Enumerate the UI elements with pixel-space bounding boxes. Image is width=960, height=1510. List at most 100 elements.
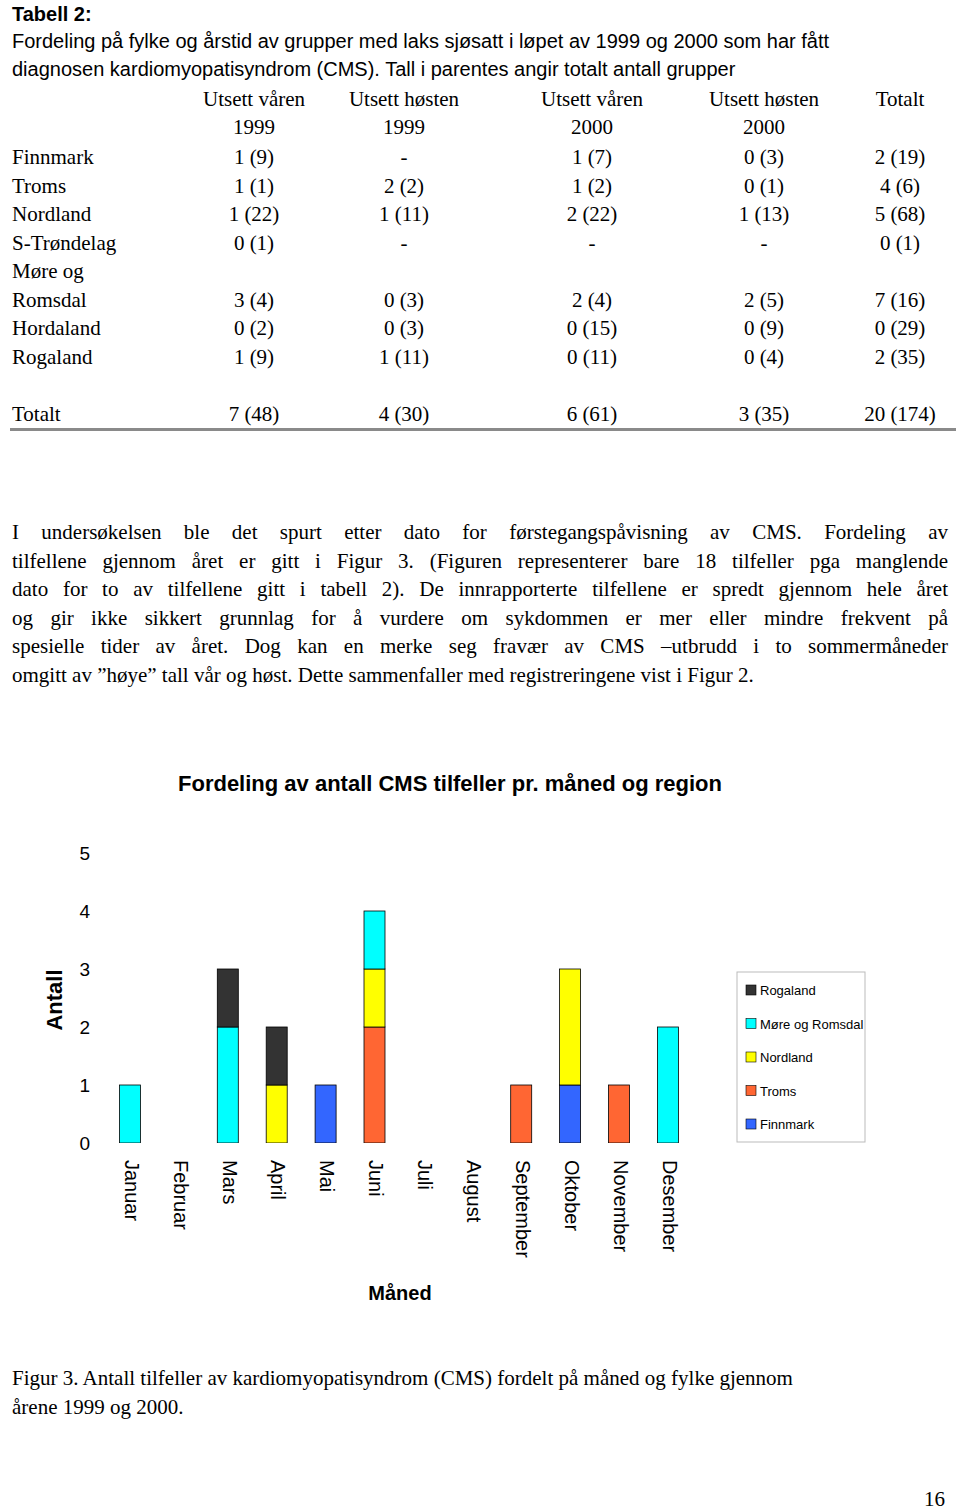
- table-cell: 2 (5): [744, 288, 784, 312]
- table-caption-line: Fordeling på fylke og årstid av grupper …: [12, 29, 829, 53]
- legend-label: Rogaland: [760, 983, 816, 998]
- table-cell: 2 (2): [384, 174, 424, 198]
- table-cell: 0 (15): [567, 316, 618, 340]
- row-label: Møre og: [12, 259, 84, 283]
- table-rule: [10, 428, 956, 431]
- legend-swatch: [746, 985, 756, 995]
- table-cell: 0 (11): [567, 345, 617, 369]
- bar-segment: [315, 1085, 336, 1086]
- bar-segment: [462, 1143, 483, 1144]
- figure-caption-line: årene 1999 og 2000.: [12, 1395, 183, 1419]
- bar-segment: [609, 1085, 630, 1086]
- row-label: Nordland: [12, 202, 91, 226]
- row-label: Totalt: [12, 402, 61, 426]
- bar-segment: [462, 1143, 483, 1144]
- legend-swatch: [746, 1019, 756, 1029]
- y-tick-label: 1: [79, 1075, 90, 1096]
- legend-label: Troms: [760, 1084, 797, 1099]
- table-cell: -: [401, 231, 408, 255]
- table-header: Totalt: [876, 87, 925, 111]
- bar-segment: [315, 1085, 336, 1086]
- table-header: Utsett våren: [541, 87, 643, 111]
- legend-swatch: [746, 1119, 756, 1129]
- x-tick-label: Februar: [170, 1160, 192, 1230]
- table-cell: 2 (22): [567, 202, 618, 226]
- bar-segment: [413, 1143, 434, 1144]
- legend-label: Finnmark: [760, 1117, 815, 1132]
- bar-segment: [511, 1085, 532, 1143]
- bar-segment: [657, 1027, 678, 1028]
- table-cell: 0 (3): [384, 316, 424, 340]
- table-cell: 1 (22): [229, 202, 280, 226]
- y-tick: [102, 969, 105, 970]
- table-header: Utsett høsten: [709, 87, 819, 111]
- table-header: 2000: [743, 115, 785, 139]
- table-header: 1999: [233, 115, 275, 139]
- bar-segment: [168, 1143, 189, 1144]
- bar-segment: [364, 911, 385, 912]
- table-cell: 1 (7): [572, 145, 612, 169]
- y-tick-label: 0: [79, 1133, 90, 1154]
- x-tick-label: November: [610, 1160, 632, 1253]
- row-label: S-Trøndelag: [12, 231, 116, 255]
- page-number: 16: [924, 1487, 945, 1510]
- bar-segment: [217, 1027, 238, 1143]
- paragraph-line: og gir ikke sikkert grunnlag for å vurde…: [12, 604, 948, 632]
- x-axis-label: Måned: [368, 1282, 431, 1304]
- bar-segment: [315, 1085, 336, 1086]
- bar-segment: [413, 1143, 434, 1144]
- bar-segment: [511, 1085, 532, 1086]
- row-label: Romsdal: [12, 288, 87, 312]
- y-tick: [102, 1027, 105, 1028]
- row-label: Finnmark: [12, 145, 94, 169]
- bar-segment: [462, 1143, 483, 1144]
- table-cell: 2 (35): [875, 345, 926, 369]
- table-cell: 1 (9): [234, 345, 274, 369]
- table-cell: 1 (11): [379, 202, 429, 226]
- table-cell: -: [589, 231, 596, 255]
- table-cell: 0 (3): [384, 288, 424, 312]
- y-tick-label: 4: [79, 901, 90, 922]
- table-cell: 3 (4): [234, 288, 274, 312]
- table-cell: 1 (11): [379, 345, 429, 369]
- bar-segment: [413, 1143, 434, 1144]
- bar-segment: [609, 1085, 630, 1086]
- bar-segment: [266, 1085, 287, 1143]
- table-cell: 0 (1): [880, 231, 920, 255]
- chart: Fordeling av antall CMS tilfeller pr. må…: [0, 0, 960, 1510]
- table-cell: -: [761, 231, 768, 255]
- x-tick-label: Juli: [414, 1160, 436, 1190]
- paragraph-line: I undersøkelsen ble det spurt etter dato…: [12, 518, 948, 546]
- paragraph-line: omgitt av ”høye” tall vår og høst. Dette…: [12, 661, 948, 689]
- table-header: 1999: [383, 115, 425, 139]
- table-cell: 1 (9): [234, 145, 274, 169]
- legend-swatch: [746, 1052, 756, 1062]
- table-cell: 0 (4): [744, 345, 784, 369]
- bar-segment: [168, 1143, 189, 1144]
- x-tick-label: August: [463, 1160, 485, 1223]
- table-header: 2000: [571, 115, 613, 139]
- table-cell: 2 (19): [875, 145, 926, 169]
- bar-segment: [168, 1143, 189, 1144]
- y-tick: [102, 853, 105, 854]
- bar-segment: [657, 1027, 678, 1143]
- bar-segment: [413, 1143, 434, 1144]
- y-tick: [102, 1143, 105, 1144]
- bar-segment: [364, 969, 385, 1027]
- chart-title: Fordeling av antall CMS tilfeller pr. må…: [178, 771, 722, 796]
- x-tick-label: Januar: [121, 1160, 143, 1221]
- table-cell: 4 (6): [880, 174, 920, 198]
- bar-segment: [413, 1143, 434, 1144]
- bars: [120, 911, 679, 1143]
- bar-segment: [511, 1085, 532, 1086]
- table-label: Tabell 2:: [12, 2, 92, 26]
- table-cell: 2 (4): [572, 288, 612, 312]
- figure-caption-line: Figur 3. Antall tilfeller av kardiomyopa…: [12, 1366, 793, 1390]
- bar-segment: [315, 1085, 336, 1143]
- bar-segment: [217, 969, 238, 1027]
- legend-label: Møre og Romsdal: [760, 1017, 863, 1032]
- table-cell: 1 (13): [739, 202, 790, 226]
- bar-segment: [560, 1085, 581, 1143]
- legend-swatch: [746, 1086, 756, 1096]
- table-cell: 5 (68): [875, 202, 926, 226]
